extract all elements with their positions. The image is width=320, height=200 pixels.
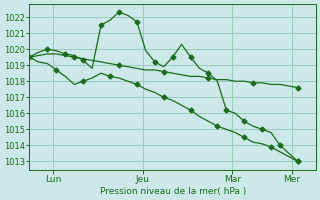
X-axis label: Pression niveau de la mer( hPa ): Pression niveau de la mer( hPa ) — [100, 187, 246, 196]
